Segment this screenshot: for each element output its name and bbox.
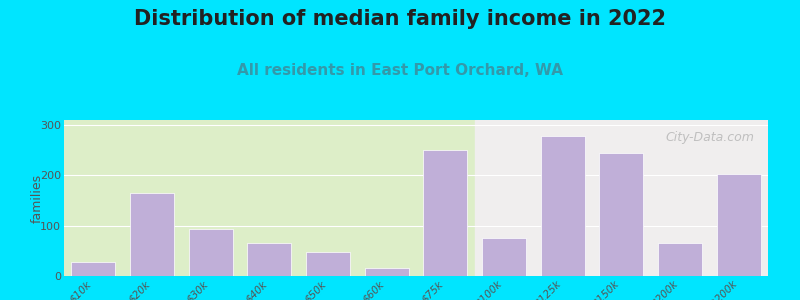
Bar — [306, 252, 350, 276]
Bar — [482, 238, 526, 276]
Bar — [71, 262, 115, 276]
Bar — [64, 120, 474, 276]
Text: All residents in East Port Orchard, WA: All residents in East Port Orchard, WA — [237, 63, 563, 78]
Bar — [189, 229, 233, 276]
Bar — [658, 243, 702, 276]
Text: Distribution of median family income in 2022: Distribution of median family income in … — [134, 9, 666, 29]
Bar — [423, 150, 467, 276]
Text: City-Data.com: City-Data.com — [665, 131, 754, 144]
Y-axis label: families: families — [31, 173, 44, 223]
Bar — [365, 268, 409, 276]
Bar — [541, 136, 585, 276]
Bar — [717, 174, 761, 276]
Bar — [474, 120, 768, 276]
Bar — [247, 243, 291, 276]
Bar — [599, 153, 643, 276]
Bar — [130, 193, 174, 276]
